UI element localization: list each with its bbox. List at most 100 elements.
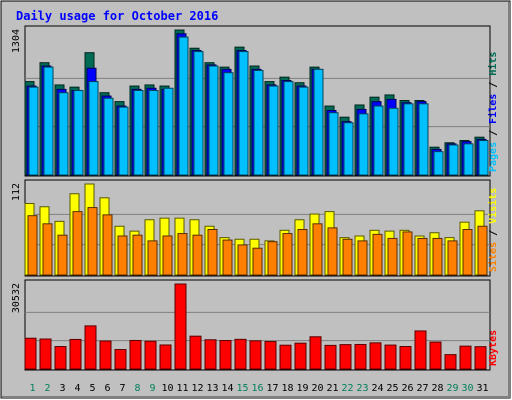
- bar-visits-sites-day-13: [207, 229, 218, 276]
- x-tick-label-day-22: 22: [341, 383, 353, 394]
- bar-kbytes-kbytes-day-23: [354, 343, 367, 370]
- bar-visits-sites-day-19: [297, 229, 308, 276]
- bar-kbytes-kbytes-day-24: [369, 342, 382, 370]
- bar-visits-sites-day-18: [282, 233, 293, 276]
- bar-hits-pages-day-10: [163, 87, 174, 176]
- bar-kbytes-kbytes-day-28: [429, 341, 442, 370]
- bar-hits-pages-day-15: [238, 51, 249, 176]
- bar-visits-sites-day-20: [312, 223, 323, 276]
- bar-kbytes-kbytes-day-22: [339, 344, 352, 370]
- panel-hits-legend: Pages / Files / Hits: [487, 52, 499, 172]
- bar-visits-sites-day-14: [222, 239, 233, 276]
- x-tick-label-day-5: 5: [89, 383, 95, 394]
- bar-visits-sites-day-12: [192, 234, 203, 276]
- bar-visits-sites-day-7: [117, 235, 128, 276]
- x-tick-label-day-31: 31: [476, 383, 488, 394]
- bar-kbytes-kbytes-day-8: [129, 339, 142, 370]
- x-tick-label-day-17: 17: [266, 383, 278, 394]
- legend-separator: /: [488, 124, 499, 142]
- bar-kbytes-kbytes-day-20: [309, 336, 322, 370]
- x-tick-label-day-19: 19: [296, 383, 308, 394]
- bar-kbytes-kbytes-day-18: [279, 344, 292, 370]
- x-tick-label-day-25: 25: [386, 383, 398, 394]
- x-tick-label-day-2: 2: [44, 383, 50, 394]
- bar-kbytes-kbytes-day-29: [444, 354, 457, 370]
- bar-hits-pages-day-5: [88, 81, 99, 176]
- legend-entry-hits: Hits: [487, 52, 499, 76]
- bar-kbytes-kbytes-day-4: [69, 338, 82, 370]
- x-tick-label-day-1: 1: [29, 383, 35, 394]
- bar-hits-pages-day-30: [463, 143, 474, 176]
- bar-hits-pages-day-17: [268, 85, 279, 176]
- bar-hits-pages-day-29: [448, 144, 459, 176]
- x-tick-label-day-12: 12: [191, 383, 203, 394]
- bar-kbytes-kbytes-day-15: [234, 338, 247, 370]
- bar-hits-pages-day-20: [313, 68, 324, 176]
- bar-kbytes-kbytes-day-26: [399, 346, 412, 370]
- bar-visits-sites-day-6: [102, 214, 113, 276]
- bar-kbytes-kbytes-day-14: [219, 340, 232, 370]
- bar-visits-sites-day-11: [177, 233, 188, 276]
- bar-visits-sites-day-25: [387, 237, 398, 276]
- bar-hits-pages-day-25: [388, 107, 399, 176]
- bar-visits-sites-day-15: [237, 244, 248, 276]
- bar-kbytes-kbytes-day-9: [144, 340, 157, 370]
- legend-entry-files: Files: [487, 94, 499, 124]
- bar-hits-pages-day-9: [148, 89, 159, 176]
- x-tick-label-day-11: 11: [176, 383, 188, 394]
- x-tick-label-day-26: 26: [401, 383, 413, 394]
- bar-kbytes-kbytes-day-27: [414, 330, 427, 370]
- x-tick-label-day-16: 16: [251, 383, 263, 394]
- bar-visits-sites-day-30: [462, 229, 473, 276]
- bar-visits-sites-day-21: [327, 227, 338, 276]
- x-tick-label-day-18: 18: [281, 383, 293, 394]
- bar-hits-pages-day-24: [373, 105, 384, 176]
- bar-hits-pages-day-23: [358, 113, 369, 176]
- panel-visits-legend: Sites / Visits: [487, 188, 499, 272]
- x-tick-label-day-4: 4: [74, 383, 80, 394]
- bar-hits-pages-day-12: [193, 51, 204, 176]
- bar-kbytes-kbytes-day-21: [324, 344, 337, 370]
- x-tick-label-day-29: 29: [446, 383, 458, 394]
- bar-visits-sites-day-5: [87, 207, 98, 276]
- bar-kbytes-kbytes-day-31: [474, 346, 487, 370]
- bar-visits-sites-day-4: [72, 211, 83, 276]
- bar-visits-sites-day-1: [27, 215, 38, 276]
- x-tick-label-day-20: 20: [311, 383, 323, 394]
- bar-kbytes-kbytes-day-16: [249, 340, 262, 370]
- bar-kbytes-kbytes-day-6: [99, 340, 112, 370]
- bar-hits-pages-day-31: [478, 140, 489, 176]
- bar-visits-sites-day-8: [132, 234, 143, 276]
- bar-hits-pages-day-16: [253, 69, 264, 176]
- bar-kbytes-kbytes-day-2: [39, 338, 52, 370]
- bar-kbytes-kbytes-day-17: [264, 341, 277, 370]
- x-tick-label-day-13: 13: [206, 383, 218, 394]
- bar-kbytes-kbytes-day-5: [84, 325, 97, 370]
- panel-kbytes-legend: KBytes: [488, 330, 499, 366]
- bar-hits-pages-day-14: [223, 72, 234, 176]
- bar-kbytes-kbytes-day-12: [189, 335, 202, 370]
- bar-hits-pages-day-21: [328, 112, 339, 176]
- x-tick-label-day-9: 9: [149, 383, 155, 394]
- bar-visits-sites-day-16: [252, 247, 263, 276]
- x-tick-label-day-23: 23: [356, 383, 368, 394]
- panel-visits: 112 Sites / Visits: [11, 179, 499, 277]
- bar-kbytes-kbytes-day-1: [24, 337, 37, 370]
- bar-visits-sites-day-23: [357, 240, 368, 276]
- legend-entry-pages: Pages: [488, 142, 499, 172]
- bar-hits-pages-day-11: [178, 36, 189, 176]
- bar-hits-pages-day-26: [403, 103, 414, 176]
- x-tick-label-day-14: 14: [221, 383, 233, 394]
- bar-hits-pages-day-2: [43, 66, 54, 176]
- bar-hits-pages-day-19: [298, 86, 309, 176]
- x-tick-label-day-30: 30: [461, 383, 473, 394]
- bar-hits-pages-day-3: [58, 92, 69, 176]
- bar-visits-sites-day-22: [342, 238, 353, 276]
- legend-entry-kbytes: KBytes: [488, 330, 499, 366]
- panel-visits-max-label: 112: [11, 183, 22, 201]
- legend-entry-sites: Sites: [487, 242, 499, 272]
- bar-hits-pages-day-28: [433, 151, 444, 176]
- bar-visits-sites-day-10: [162, 235, 173, 276]
- panel-hits-max-label: 1304: [11, 29, 22, 53]
- bar-kbytes-kbytes-day-10: [159, 344, 172, 370]
